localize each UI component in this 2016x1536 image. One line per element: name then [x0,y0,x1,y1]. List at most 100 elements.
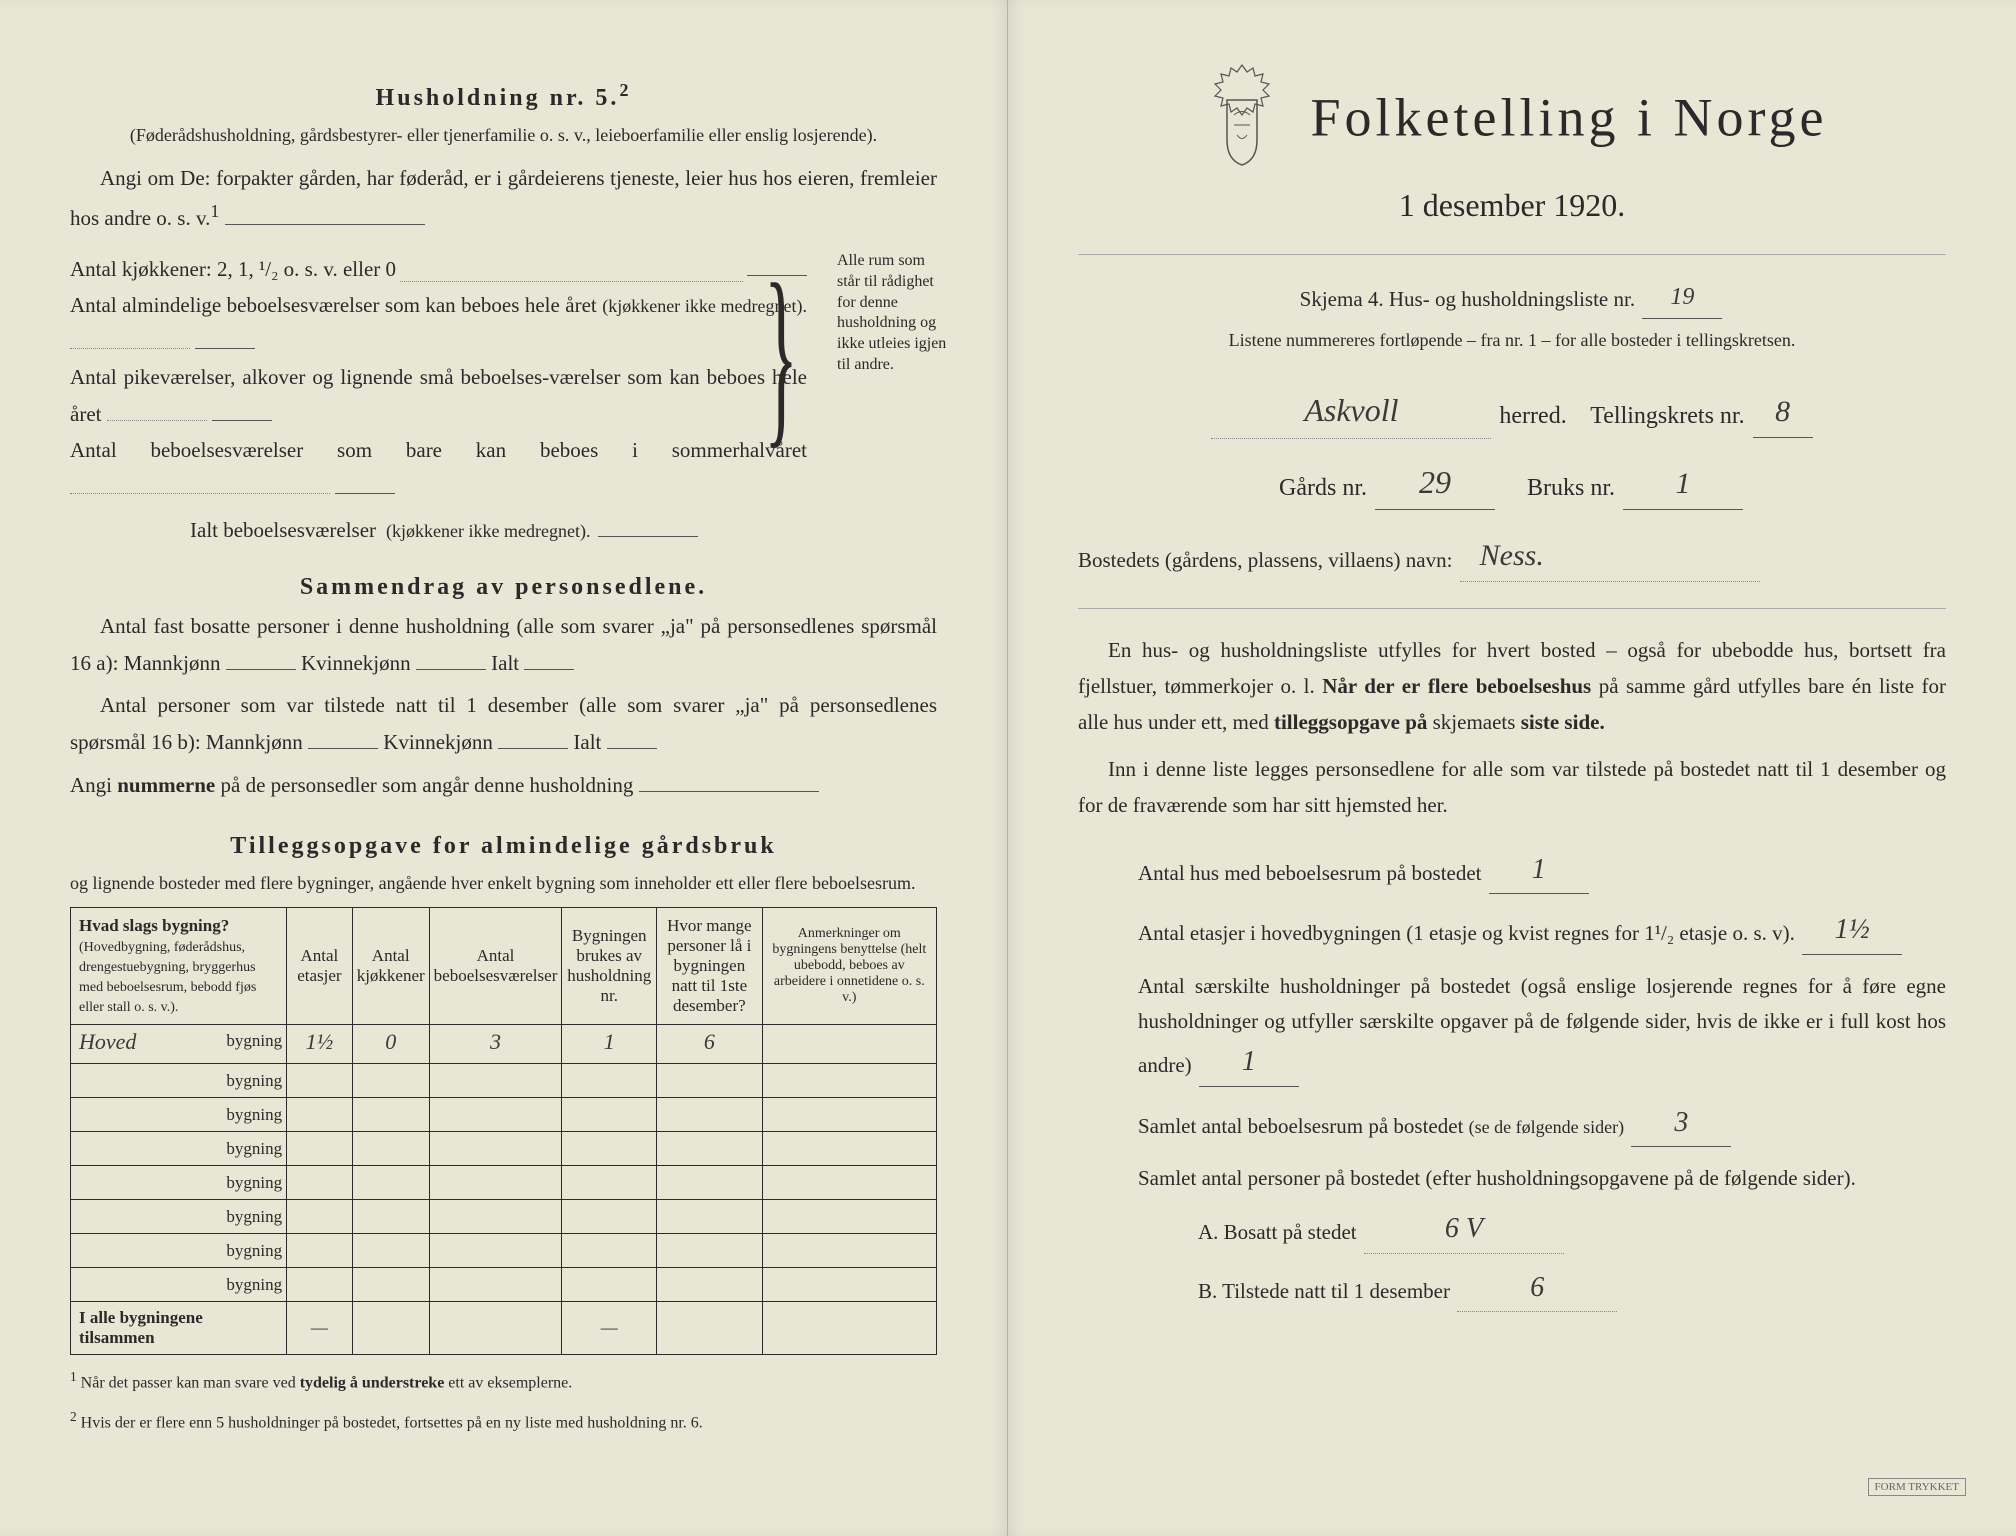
kvinne1-blank [416,645,486,670]
samm-l3a: Angi [70,773,112,797]
q3-line: Antal særskilte husholdninger på bostede… [1138,969,1946,1089]
sommer-row: Antal beboelsesværelser som bare kan beb… [70,433,807,506]
dots2 [70,348,190,349]
q2-value: 1½ [1802,906,1902,955]
kvinne2-blank [498,724,568,749]
tillegg-title: Tilleggsopgave for almindelige gårdsbruk [70,833,937,860]
herred-value: Askvoll [1211,383,1491,438]
th-hushold: Bygningen brukes av husholdning nr. [562,908,657,1025]
hero-title: Folketelling i Norge [1311,88,1828,148]
fn2-num: 2 [70,1409,77,1424]
bruks-label: Bruks nr. [1527,475,1615,501]
th-bygning: Hvad slags bygning? (Hovedbygning, føder… [71,908,287,1025]
q4-line: Samlet antal beboelsesrum på bostedet (s… [1138,1101,1946,1150]
dots3 [107,420,207,421]
th-beboel: Antal beboelsesværelser [429,908,562,1025]
th-etasjer: Antal etasjer [287,908,353,1025]
ialt-blank [598,512,698,537]
gards-label: Gårds nr. [1279,475,1367,501]
bosted-line: Bostedets (gårdens, plassens, villaens) … [1078,532,1946,584]
qB-label: B. Tilstede natt til 1 desember [1198,1279,1450,1303]
liste-note: Listene nummereres fortløpende – fra nr.… [1078,325,1946,356]
coat-of-arms-icon [1197,60,1287,175]
table-row: bygning [71,1200,937,1234]
q2-line: Antal etasjer i hovedbygningen (1 etasje… [1138,908,1946,957]
p1e: tilleggsopgave på [1274,710,1427,734]
bosted-label: Bostedets (gårdens, plassens, villaens) … [1078,548,1452,572]
h5-angi-text: Angi om De: forpakter gården, har føderå… [70,166,937,231]
kvinne1: Kvinnekjønn [301,651,411,675]
gards-value: 29 [1375,455,1495,510]
krets-label: Tellingskrets nr. [1590,403,1744,429]
paragraph2: Inn i denne liste legges personsedlene f… [1078,752,1946,823]
herred-label: herred. [1499,403,1566,429]
ialt2-blank [607,724,657,749]
h5-subtitle: (Føderådshusholdning, gårdsbestyrer- ell… [70,120,937,151]
ialt2: Ialt [573,730,601,754]
table-row: bygning [71,1268,937,1302]
p1b: Når der er [1322,674,1420,698]
paragraph1: En hus- og husholdningsliste utfylles fo… [1078,633,1946,740]
nummer-blank [639,767,819,792]
p1c: flere beboelseshus [1428,674,1591,698]
ialt1-blank [524,645,574,670]
table-sum-row: I alle bygningene tilsammen—— [71,1302,937,1355]
q1-line: Antal hus med beboelsesrum på bostedet 1 [1138,848,1946,897]
h5-sup1: 1 [210,201,219,221]
alm-label: Antal almindelige beboelsesværelser som … [70,293,597,317]
sommer-blank [335,469,395,494]
kjokk-label: Antal kjøkkener: 2, 1, ¹/₂ o. s. v. elle… [70,252,396,288]
q2-label: Antal etasjer i hovedbygningen (1 etasje… [1138,921,1795,945]
fn1c: ett av eksemplerne. [448,1374,572,1391]
footnote1: 1 Når det passer kan man svare ved tydel… [70,1367,937,1395]
qA-label: A. Bosatt på stedet [1198,1220,1357,1244]
samm-l3c: på de personsedler som angår denne husho… [221,773,634,797]
krets-value: 8 [1753,386,1813,438]
divider [1078,254,1946,255]
rooms-block: Antal kjøkkener: 2, 1, ¹/₂ o. s. v. elle… [70,251,937,548]
bruks-value: 1 [1623,458,1743,510]
samm-line3: Angi nummerne på de personsedler som ang… [70,767,937,804]
kjokk-row: Antal kjøkkener: 2, 1, ¹/₂ o. s. v. elle… [70,251,807,288]
th-kjokk: Antal kjøkkener [352,908,429,1025]
fn1b: tydelig å understreke [300,1374,445,1391]
q5-line: Samlet antal personer på bostedet (efter… [1138,1161,1946,1197]
samm-l3b: nummerne [117,773,215,797]
qA-line: A. Bosatt på stedet 6 V [1198,1207,1946,1256]
printer-mark: FORM TRYKKET [1868,1478,1966,1496]
alm-blank [195,324,255,349]
gards-line: Gårds nr. 29 Bruks nr. 1 [1078,457,1946,512]
sommer-label: Antal beboelsesværelser som bare kan beb… [70,438,807,462]
dots4 [70,493,330,494]
hero-date: 1 desember 1920. [1078,187,1946,224]
tillegg-sub: og lignende bosteder med flere bygninger… [70,868,937,899]
fn1-num: 1 [70,1369,77,1384]
skjema-value: 19 [1642,277,1722,319]
skjema-label: Skjema 4. Hus- og husholdningsliste nr. [1300,287,1635,311]
q3-value: 1 [1199,1038,1299,1087]
brace-text: Alle rum som står til rådighet for denne… [837,251,947,376]
table-row: Hoved bygning1½0316 [71,1025,937,1064]
sammendrag-title: Sammendrag av personsedlene. [70,574,937,601]
p1g: siste side. [1521,710,1605,734]
p1f: skjemaets [1433,710,1516,734]
table-row: bygning [71,1132,937,1166]
samm-line2: Antal personer som var tilstede natt til… [70,688,937,761]
table-row: bygning [71,1064,937,1098]
ialt-row: Ialt beboelsesværelser (kjøkkener ikke m… [70,512,807,549]
ialt-paren: (kjøkkener ikke medregnet). [386,516,590,547]
building-table: Hvad slags bygning? (Hovedbygning, føder… [70,907,937,1355]
pike-row: Antal pikeværelser, alkover og lignende … [70,360,807,433]
skjema-line: Skjema 4. Hus- og husholdningsliste nr. … [1078,279,1946,321]
right-header: Folketelling i Norge 1 desember 1920. [1078,60,1946,224]
th-personer: Hvor mange personer lå i bygningen natt … [657,908,763,1025]
left-page: Husholdning nr. 5.2 (Føderådshusholdning… [0,0,1008,1536]
q4-value: 3 [1631,1099,1731,1148]
q4-paren: (se de følgende sider) [1469,1117,1624,1137]
alm-row: Antal almindelige beboelsesværelser som … [70,288,807,361]
table-row: bygning [71,1234,937,1268]
h5-title-text: Husholdning nr. 5. [376,85,620,111]
ialt-label: Ialt beboelsesværelser [190,513,376,549]
angi-blank [225,200,425,225]
h5-sup: 2 [619,80,631,100]
